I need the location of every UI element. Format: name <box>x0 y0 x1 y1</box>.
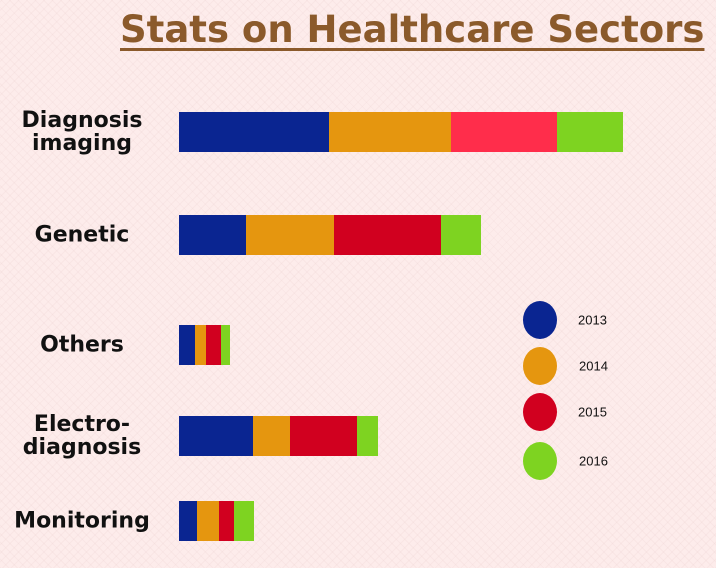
bar-2013-others <box>179 325 195 365</box>
bar-2016-genetic <box>441 215 481 255</box>
legend-swatch-2016 <box>523 442 557 480</box>
category-label: Electro-diagnosis <box>23 413 141 459</box>
legend-swatch-2015 <box>523 393 557 431</box>
bar-2013-genetic <box>179 215 246 255</box>
bar-2016-monitoring <box>234 501 254 541</box>
legend-swatch-2013 <box>523 301 557 339</box>
bar-2014-electro-diagnosis <box>253 416 290 456</box>
bar-2014-diagnosis-imaging <box>329 112 451 152</box>
bar-2015-others <box>206 325 221 365</box>
bar-2016-diagnosis-imaging <box>557 112 623 152</box>
legend-label-2013: 2013 <box>578 312 607 328</box>
category-label-line: Electro- <box>33 412 131 437</box>
bar-2015-diagnosis-imaging <box>451 112 557 152</box>
category-label: Others <box>40 334 124 357</box>
bar-2015-monitoring <box>219 501 234 541</box>
bar-2014-others <box>195 325 206 365</box>
bar-2015-electro-diagnosis <box>290 416 357 456</box>
legend-label-2016: 2016 <box>579 453 608 469</box>
legend-swatch-2014 <box>523 347 557 385</box>
category-label: Diagnosis imaging <box>22 109 143 155</box>
chart-title: Stats on Healthcare Sectors <box>120 8 705 51</box>
category-label-line: imaging <box>31 131 132 156</box>
bar-2013-monitoring <box>179 501 197 541</box>
bar-2013-diagnosis-imaging <box>179 112 329 152</box>
bar-2014-genetic <box>246 215 334 255</box>
legend-label-2015: 2015 <box>578 404 607 420</box>
bar-2015-genetic <box>334 215 441 255</box>
category-label-line: Monitoring <box>14 508 150 534</box>
category-label-line: Others <box>40 332 124 358</box>
bar-2014-monitoring <box>197 501 219 541</box>
category-label-line: Genetic <box>34 222 130 248</box>
bar-2013-electro-diagnosis <box>179 416 253 456</box>
category-label: Monitoring <box>14 510 150 533</box>
legend-label-2014: 2014 <box>579 358 608 374</box>
bar-2016-electro-diagnosis <box>357 416 378 456</box>
bar-2016-others <box>221 325 230 365</box>
category-label-line: Diagnosis <box>21 108 143 133</box>
category-label-line: diagnosis <box>22 435 142 460</box>
category-label: Genetic <box>35 224 130 247</box>
